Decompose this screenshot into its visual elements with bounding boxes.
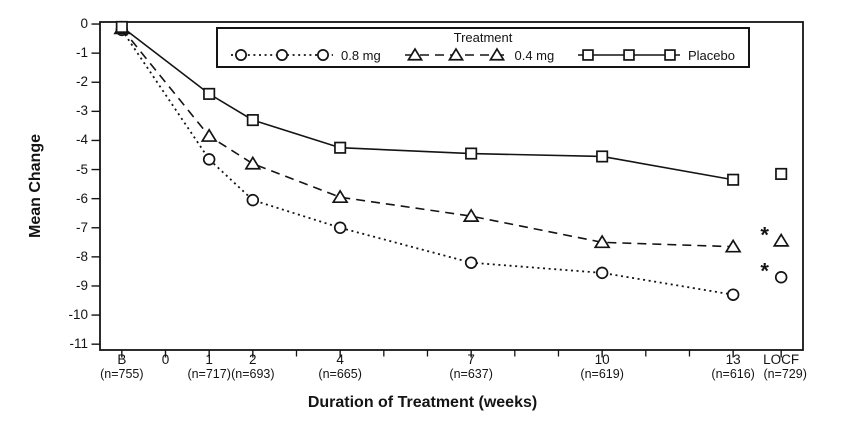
marker-triangle (462, 208, 480, 222)
x-tick-label: 0 (161, 352, 170, 367)
marker-circle (276, 49, 288, 61)
marker-square (775, 167, 788, 180)
n-count-label: (n=717) (187, 367, 231, 381)
n-count-label: (n=665) (318, 367, 362, 381)
marker-circle (726, 288, 740, 301)
marker-circle (235, 49, 247, 61)
y-tick-label: -11 (69, 336, 88, 352)
x-tick-label: LOCF (763, 352, 800, 367)
marker-square (203, 87, 216, 100)
y-tick-label: -7 (75, 219, 88, 235)
marker-triangle (772, 232, 790, 247)
legend-entry-0-4-mg: 0.4 mg (404, 47, 555, 63)
x-tick-label: 7 (467, 352, 475, 367)
x-tick-label: 10 (594, 352, 610, 367)
n-count-label: (n=729) (763, 367, 807, 381)
x-tick-label: 13 (725, 352, 741, 367)
marker-circle (202, 153, 216, 166)
marker-triangle (593, 234, 611, 249)
significance-asterisk: * (760, 259, 769, 284)
n-count-label: (n=693) (231, 367, 275, 381)
marker-triangle (244, 155, 262, 170)
y-tick-label: 0 (80, 16, 88, 32)
marker-circle (464, 256, 478, 269)
legend-entry-label: 0.8 mg (341, 47, 381, 63)
marker-square (727, 173, 740, 186)
y-tick-label: -3 (75, 103, 88, 119)
legend-entry-label: Placebo (688, 47, 735, 63)
marker-square (465, 147, 478, 160)
marker-triangle (200, 128, 218, 142)
plot-border (99, 21, 804, 351)
y-tick-label: -9 (75, 277, 88, 293)
y-tick-label: -10 (68, 307, 88, 323)
n-count-label: (n=616) (711, 367, 755, 381)
marker-triangle (406, 47, 423, 61)
y-tick-label: -4 (75, 132, 88, 148)
marker-circle (246, 193, 260, 207)
n-count-label: (n=619) (580, 367, 624, 381)
legend-entry-placebo: Placebo (578, 47, 735, 63)
y-tick-label: -5 (75, 161, 88, 177)
marker-square (334, 141, 347, 154)
legend-title: Treatment (453, 30, 513, 45)
marker-triangle (724, 238, 742, 253)
n-count-label: (n=755) (100, 367, 144, 381)
marker-circle (774, 270, 788, 284)
y-tick-label: -8 (75, 248, 88, 264)
marker-square (664, 49, 676, 61)
legend-entries: 0.8 mg 0.4 mg Placebo (218, 45, 748, 65)
legend-sample-solid-line (578, 49, 680, 61)
legend-sample-dotted-line (231, 49, 333, 61)
series-0-4-mg: * (113, 20, 790, 253)
legend-entry-0-8-mg: 0.8 mg (231, 47, 381, 63)
x-tick-label: 4 (336, 352, 344, 367)
marker-triangle (331, 189, 349, 204)
marker-circle (333, 221, 347, 235)
marker-square (582, 49, 594, 61)
marker-circle (317, 49, 329, 61)
x-axis-title: Duration of Treatment (weeks) (307, 394, 538, 411)
y-tick-label: -6 (75, 190, 88, 206)
marker-triangle (488, 47, 505, 61)
legend: Treatment 0.8 mg 0.4 mg Placebo (216, 27, 750, 68)
marker-triangle (447, 47, 464, 61)
marker-square (115, 20, 128, 33)
y-tick-label: -1 (75, 45, 88, 61)
x-tick-label: B (117, 352, 127, 367)
marker-circle (595, 266, 609, 280)
legend-sample-dashed-line (404, 47, 507, 61)
marker-square (623, 49, 635, 61)
legend-entry-label: 0.4 mg (514, 47, 555, 63)
x-tick-label: 1 (205, 352, 213, 367)
x-tick-label: 2 (249, 352, 257, 367)
y-tick-label: -2 (75, 74, 88, 90)
series-placebo (115, 20, 788, 186)
significance-asterisk: * (760, 222, 769, 247)
n-count-label: (n=637) (449, 367, 493, 381)
marker-square (246, 114, 259, 127)
marker-square (596, 150, 609, 163)
